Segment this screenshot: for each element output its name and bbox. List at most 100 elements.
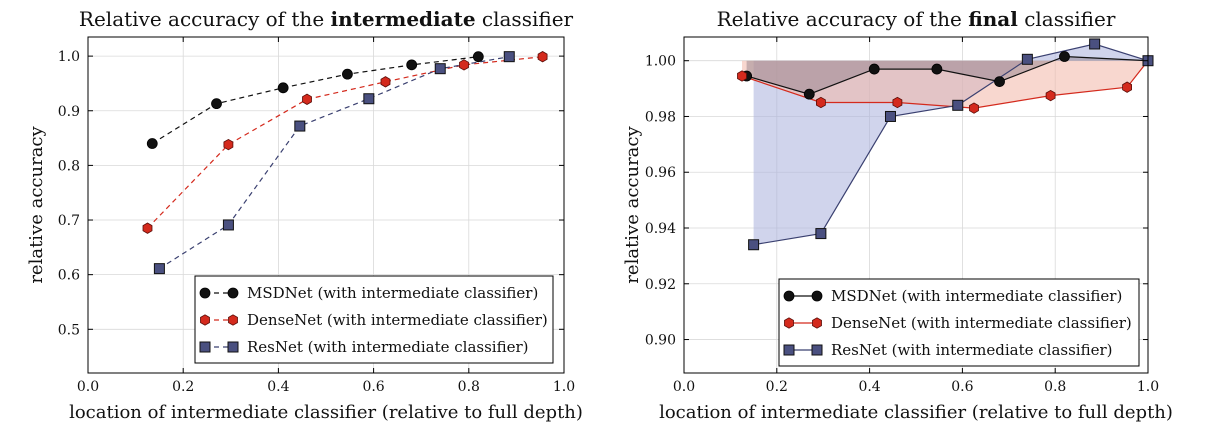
data-point-msdnet xyxy=(211,98,222,110)
data-point-resnet xyxy=(222,219,234,231)
x-tick-label: 0.6 xyxy=(951,379,973,395)
legend-label-resnet: ResNet (with intermediate classifier) xyxy=(831,341,1113,359)
x-tick-label: 0.4 xyxy=(858,379,880,395)
x-tick-label: 0.0 xyxy=(77,379,99,395)
data-point-resnet xyxy=(884,110,896,122)
y-tick-label: 0.90 xyxy=(645,333,676,349)
x-tick-label: 0.8 xyxy=(1044,379,1066,395)
y-tick-label: 0.5 xyxy=(58,322,80,338)
y-tick-label: 0.9 xyxy=(58,104,80,120)
chart-title: Relative accuracy of the intermediate cl… xyxy=(79,7,574,31)
legend-marker-msdnet xyxy=(227,287,239,299)
data-point-resnet xyxy=(363,93,375,105)
data-point-msdnet xyxy=(146,138,158,149)
title-segment: classifier xyxy=(1018,7,1116,31)
legend-label-densenet: DenseNet (with intermediate classifier) xyxy=(831,314,1132,332)
legend-marker-resnet xyxy=(227,341,239,353)
legend-box xyxy=(778,278,1140,367)
data-point-densenet xyxy=(380,76,391,88)
data-point-densenet xyxy=(537,51,548,63)
data-point-resnet xyxy=(434,63,446,75)
data-point-msdnet xyxy=(803,88,815,100)
data-point-densenet xyxy=(459,59,469,71)
chart-title: Relative accuracy of the final classifie… xyxy=(717,7,1116,31)
legend-label-densenet: DenseNet (with intermediate classifier) xyxy=(247,311,548,329)
y-axis-label: relative accuracy xyxy=(622,125,643,283)
y-tick-label: 0.92 xyxy=(645,277,676,293)
data-point-msdnet xyxy=(994,76,1005,88)
data-point-resnet xyxy=(1089,38,1101,50)
title-segment: intermediate xyxy=(331,7,476,31)
chart-final-classifier: 0.0 0.2 0.4 0.6 0.8 1.0 0.90 0.92 0.94 0.96 0.98 1.… xyxy=(622,7,1173,423)
data-point-msdnet xyxy=(277,82,289,94)
legend-marker-resnet xyxy=(811,344,823,356)
y-tick-label: 0.96 xyxy=(645,165,676,181)
y-tick-label: 1.00 xyxy=(645,54,676,70)
legend-marker-densenet xyxy=(784,317,794,329)
legend-marker-resnet xyxy=(199,341,211,353)
axes-frame xyxy=(683,36,1149,374)
legend: MSDNet (with intermediate classifier) Den… xyxy=(194,275,554,364)
y-tick-label: 1.0 xyxy=(58,49,80,65)
y-tick-label: 0.7 xyxy=(58,213,80,229)
data-point-densenet xyxy=(142,222,153,234)
x-tick-label: 0.0 xyxy=(673,379,695,395)
title-segment: final xyxy=(968,7,1018,31)
x-tick-label: 0.4 xyxy=(267,379,289,395)
data-point-msdnet xyxy=(1059,51,1070,62)
y-axis-label: relative accuracy xyxy=(26,125,47,283)
y-tick-label: 0.98 xyxy=(645,109,676,125)
data-point-resnet xyxy=(748,239,760,251)
data-point-resnet xyxy=(1021,53,1033,65)
data-point-densenet xyxy=(1122,81,1132,93)
data-point-densenet xyxy=(302,93,312,105)
x-tick-label: 1.0 xyxy=(553,379,575,395)
data-point-resnet xyxy=(153,263,165,275)
data-point-densenet xyxy=(816,96,826,109)
title-segment: Relative accuracy of the xyxy=(717,7,969,31)
data-point-msdnet xyxy=(472,51,484,63)
legend-label-msdnet: MSDNet (with intermediate classifier) xyxy=(831,287,1122,305)
series-line-densenet xyxy=(147,56,543,229)
data-point-densenet xyxy=(1045,89,1056,102)
data-point-resnet xyxy=(815,228,827,240)
data-point-resnet xyxy=(952,99,964,111)
legend-marker-msdnet xyxy=(199,287,211,299)
data-point-densenet xyxy=(892,96,903,109)
data-point-resnet xyxy=(294,120,306,132)
title-segment: Relative accuracy of the xyxy=(79,7,331,31)
legend-label-msdnet: MSDNet (with intermediate classifier) xyxy=(247,284,538,302)
title-segment: classifier xyxy=(476,7,574,31)
legend-marker-densenet xyxy=(200,314,210,326)
legend-box xyxy=(194,275,554,364)
data-point-msdnet xyxy=(868,63,880,75)
x-tick-label: 0.2 xyxy=(766,379,788,395)
data-point-densenet xyxy=(737,70,747,82)
legend-marker-densenet xyxy=(228,314,238,326)
legend-marker-msdnet xyxy=(783,290,795,302)
y-tick-label: 0.94 xyxy=(645,221,676,237)
x-tick-label: 0.6 xyxy=(362,379,384,395)
legend: MSDNet (with intermediate classifier) Den… xyxy=(778,278,1140,367)
legend-marker-densenet xyxy=(812,317,822,329)
data-point-msdnet xyxy=(342,68,353,80)
y-tick-label: 0.8 xyxy=(58,158,80,174)
x-tick-label: 1.0 xyxy=(1137,379,1159,395)
x-tick-label: 0.8 xyxy=(458,379,480,395)
legend-marker-msdnet xyxy=(811,290,823,302)
legend-marker-resnet xyxy=(783,344,795,356)
x-tick-label: 0.2 xyxy=(172,379,194,395)
y-tick-label: 0.6 xyxy=(58,268,80,284)
fill-area-msdnet xyxy=(746,56,1148,95)
data-point-msdnet xyxy=(406,59,418,71)
x-axis-label: location of intermediate classifier (rel… xyxy=(659,402,1173,423)
data-point-densenet xyxy=(223,138,234,151)
legend-label-resnet: ResNet (with intermediate classifier) xyxy=(247,338,529,356)
chart-intermediate-classifier: 0.0 0.2 0.4 0.6 0.8 1.0 0.5 0.6 0.7 0.8 0.9 1.0 Rela… xyxy=(26,7,583,423)
data-point-densenet xyxy=(969,102,979,114)
data-point-msdnet xyxy=(931,63,943,75)
axes-frame xyxy=(87,36,565,374)
x-axis-label: location of intermediate classifier (rel… xyxy=(69,402,583,423)
